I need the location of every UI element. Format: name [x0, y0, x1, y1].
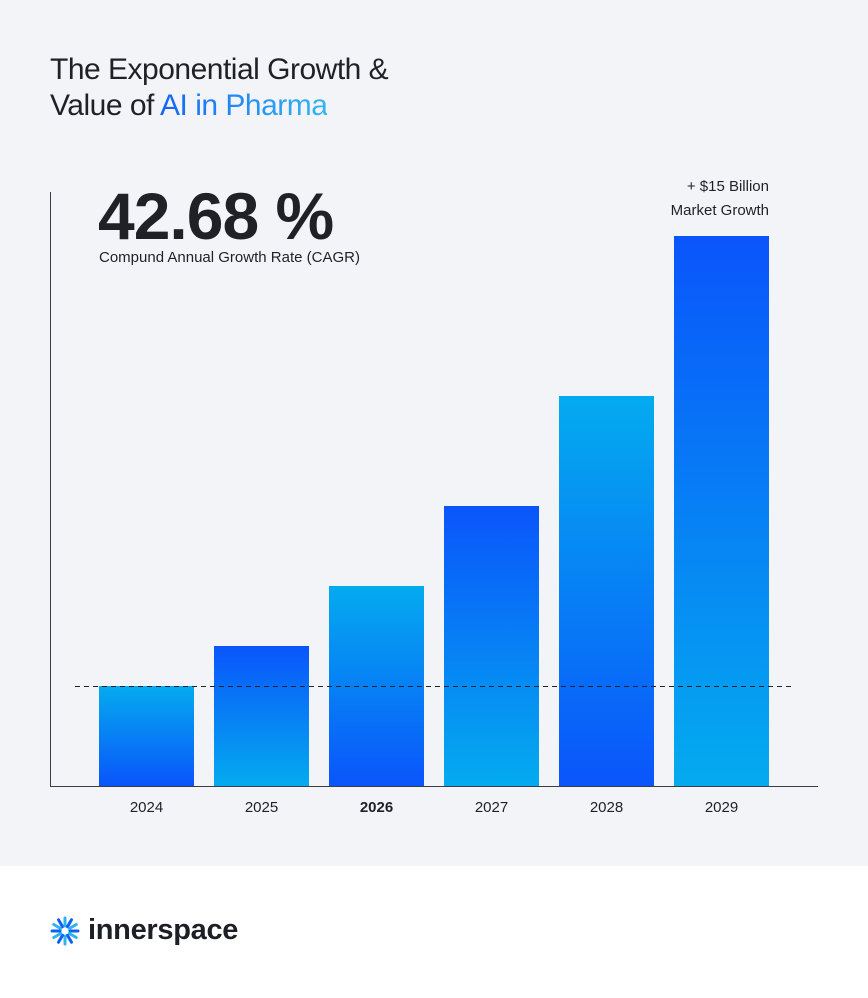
- x-tick-label-2027: 2027: [475, 799, 508, 816]
- x-tick-label-2026: 2026: [360, 799, 393, 816]
- bar-2029: [674, 236, 769, 786]
- cagr-value: 42.68 %: [98, 179, 334, 253]
- annotation-line-1: + $15 Billion: [686, 178, 769, 195]
- brand-logo: innerspace: [50, 914, 238, 947]
- asterisk-burst-icon: [50, 916, 80, 945]
- title-highlight: AI in Pharma: [160, 89, 328, 122]
- burst-ray: [67, 922, 78, 930]
- x-tick-label-2029: 2029: [705, 799, 738, 816]
- x-tick-labels: 2024 2025 2026 2027 2028 2029: [130, 799, 738, 816]
- bar-2025: [214, 646, 309, 786]
- annotation-line-2: Market Growth: [670, 202, 769, 219]
- title-line-2-prefix: Value of: [50, 89, 161, 122]
- bar-chart: 2024 2025 2026 2027 2028 2029: [50, 192, 818, 816]
- x-tick-label-2028: 2028: [590, 799, 623, 816]
- bars-group: [99, 236, 769, 786]
- burst-ray: [52, 931, 63, 939]
- burst-ray: [57, 933, 64, 944]
- x-tick-label-2024: 2024: [130, 799, 163, 816]
- title-line-2: Value of AI in Pharma: [50, 88, 388, 124]
- chart-title: The Exponential Growth & Value of AI in …: [50, 52, 389, 124]
- growth-annotation: + $15 Billion Market Growth: [600, 175, 769, 223]
- burst-ray: [66, 933, 73, 944]
- burst-ray: [57, 917, 64, 928]
- brand-name: innerspace: [88, 914, 239, 946]
- burst-ray: [66, 917, 73, 928]
- bar-2024: [99, 686, 194, 786]
- cagr-label: Compund Annual Growth Rate (CAGR): [99, 249, 360, 266]
- bar-2027: [444, 506, 539, 786]
- footer: [0, 866, 868, 998]
- bar-2028: [559, 396, 654, 786]
- title-line-1: The Exponential Growth &: [50, 53, 389, 86]
- burst-ray: [67, 931, 78, 939]
- burst-ray: [52, 922, 63, 930]
- x-tick-label-2025: 2025: [245, 799, 278, 816]
